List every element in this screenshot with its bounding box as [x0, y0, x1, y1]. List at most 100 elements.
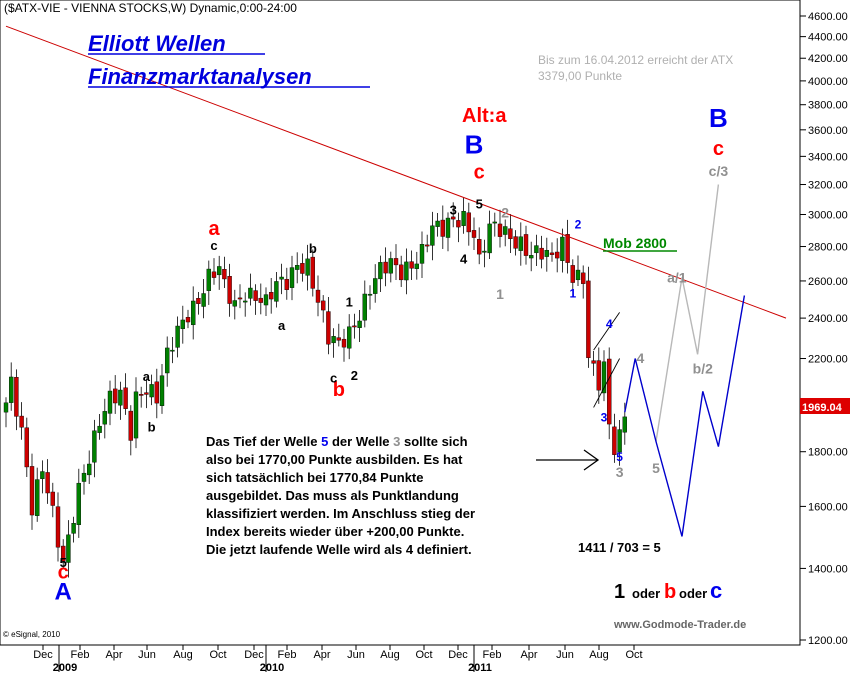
wave-label: B: [709, 103, 728, 133]
candle-body: [35, 479, 40, 516]
wave-label: 5: [60, 555, 67, 570]
wave-label: c: [474, 162, 485, 184]
annotation-line-4: ausgebildet. Das muss als Punktlandung: [206, 488, 459, 503]
footer-url: www.Godmode-Trader.de: [613, 619, 746, 631]
wave-label: a/1: [667, 270, 687, 286]
candle-body: [269, 292, 274, 300]
wave-label: 4: [606, 317, 613, 331]
candle-body: [336, 337, 341, 341]
candle-body: [591, 360, 596, 364]
y-tick-label: 3800.00: [808, 100, 848, 112]
candle-body: [414, 263, 419, 269]
candle-body: [284, 278, 289, 290]
y-tick-label: 4400.00: [808, 32, 848, 44]
candle-body: [149, 384, 154, 398]
candle-body: [367, 293, 373, 296]
y-tick-label: 2200.00: [808, 354, 848, 366]
candle-body: [347, 326, 352, 349]
ratio-text: 1411 / 703 = 5: [578, 540, 661, 555]
annotation-line-7: Die jetzt laufende Welle wird als 4 defi…: [206, 542, 472, 557]
x-tick-label: Aug: [173, 649, 193, 661]
x-tick-label: Feb: [483, 649, 502, 661]
candle-body: [19, 415, 24, 428]
candle-body: [206, 268, 212, 291]
x-tick-label: Apr: [520, 649, 537, 661]
candle-body: [471, 230, 477, 238]
candle-body: [399, 264, 404, 281]
candle-body: [118, 389, 123, 406]
wave-label: c: [58, 561, 69, 583]
x-axis: Dec Feb Apr Jun Aug Oct Dec Feb Apr Jun Aug Oct Dec F…: [33, 645, 643, 674]
x-year-label: 2011: [468, 662, 492, 674]
candle-body: [97, 425, 102, 433]
candle-body: [321, 300, 326, 311]
y-tick-label: 2400.00: [808, 313, 848, 325]
candle-body: [102, 411, 108, 425]
wave-channel-lower: [593, 358, 620, 408]
x-tick-label: Dec: [448, 649, 468, 661]
x-tick-label: Aug: [589, 649, 609, 661]
wave-label: 5: [652, 460, 660, 476]
candle-body: [289, 267, 295, 288]
candle-body: [508, 228, 513, 240]
candle-body: [237, 297, 243, 300]
x-year-label: 2010: [260, 662, 284, 674]
candle-body: [45, 472, 50, 494]
x-tick-label: Jun: [138, 649, 156, 661]
candle-body: [503, 226, 508, 235]
candle-body: [529, 255, 534, 259]
y-tick-label: 1600.00: [808, 501, 848, 513]
candle-body: [29, 466, 35, 516]
candle-body: [133, 391, 139, 439]
candle-body: [128, 410, 134, 441]
candle-body: [107, 390, 113, 414]
candle-body: [211, 271, 217, 278]
candle-body: [357, 320, 362, 328]
candle-body: [305, 258, 310, 276]
candle-body: [477, 239, 482, 255]
alt-a-label: Alt:a: [462, 105, 507, 127]
candle-body: [523, 234, 529, 256]
x-tick-label: Jun: [347, 649, 365, 661]
y-tick-label: 3600.00: [808, 125, 848, 137]
candle-body: [378, 262, 383, 280]
note-line-1: Bis zum 16.04.2012 erreicht der ATX: [538, 53, 733, 67]
candle-body: [560, 236, 565, 261]
wave-label: 3: [601, 411, 608, 425]
candle-body: [242, 300, 248, 303]
candles: [3, 197, 627, 578]
wave-label: 1: [346, 295, 353, 310]
x-tick-label: Jun: [556, 649, 574, 661]
wave-label: A: [55, 578, 72, 605]
candle-body: [461, 211, 466, 226]
annotation-line-6: Index bereits wieder über +200,00 Punkte…: [206, 524, 464, 539]
candle-body: [154, 381, 160, 404]
annotation-line-1-end: sollte sich: [400, 434, 467, 449]
candle-body: [190, 300, 196, 326]
candle-body: [617, 429, 622, 453]
copyright: © eSignal, 2010: [3, 630, 61, 639]
plot-frame: [0, 0, 801, 646]
annotation-line-2: also bei 1770,00 Punkte ausbilden. Es ha…: [206, 452, 463, 467]
blue-projection-path: [624, 295, 746, 537]
y-tick-label: 2600.00: [808, 276, 848, 288]
x-tick-label: Dec: [244, 649, 264, 661]
candle-body: [144, 392, 149, 395]
candle-body: [81, 472, 87, 482]
candle-body: [50, 491, 55, 506]
wave-label: 5: [616, 450, 623, 464]
candle-body: [159, 375, 165, 406]
title-line-1: Elliott Wellen: [88, 31, 226, 56]
annotation-line-1: Das Tief der Welle 5 der Welle 3 sollte …: [206, 434, 468, 449]
candle-body: [40, 471, 45, 479]
annotation-line-3: sich tatsächlich bei 1770,84 Punkte: [206, 470, 424, 485]
candle-body: [581, 272, 586, 284]
wave-label: a: [208, 218, 220, 240]
candle-body: [534, 245, 539, 254]
candle-body: [216, 266, 222, 276]
wave-label: 4: [637, 350, 645, 366]
candle-body: [596, 360, 601, 391]
wave-label: 3: [450, 202, 457, 217]
candle-body: [586, 280, 591, 359]
y-tick-label: 1200.00: [808, 635, 848, 647]
